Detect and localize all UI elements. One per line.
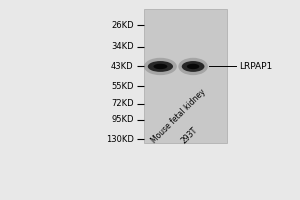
- Ellipse shape: [187, 64, 200, 69]
- Ellipse shape: [154, 64, 167, 69]
- Text: 95KD: 95KD: [111, 115, 134, 124]
- Bar: [144, 9, 227, 143]
- Text: LRPAP1: LRPAP1: [239, 62, 272, 71]
- Text: 55KD: 55KD: [111, 82, 134, 91]
- Text: 34KD: 34KD: [111, 42, 134, 51]
- Text: 72KD: 72KD: [111, 99, 134, 108]
- Text: Mouse fetal kidney: Mouse fetal kidney: [150, 88, 207, 145]
- Text: 43KD: 43KD: [111, 62, 134, 71]
- Ellipse shape: [144, 58, 177, 75]
- Text: 293T: 293T: [179, 125, 199, 145]
- Ellipse shape: [182, 61, 205, 72]
- Ellipse shape: [148, 61, 173, 72]
- Text: 130KD: 130KD: [106, 135, 134, 144]
- Ellipse shape: [178, 58, 208, 75]
- Text: 26KD: 26KD: [111, 21, 134, 30]
